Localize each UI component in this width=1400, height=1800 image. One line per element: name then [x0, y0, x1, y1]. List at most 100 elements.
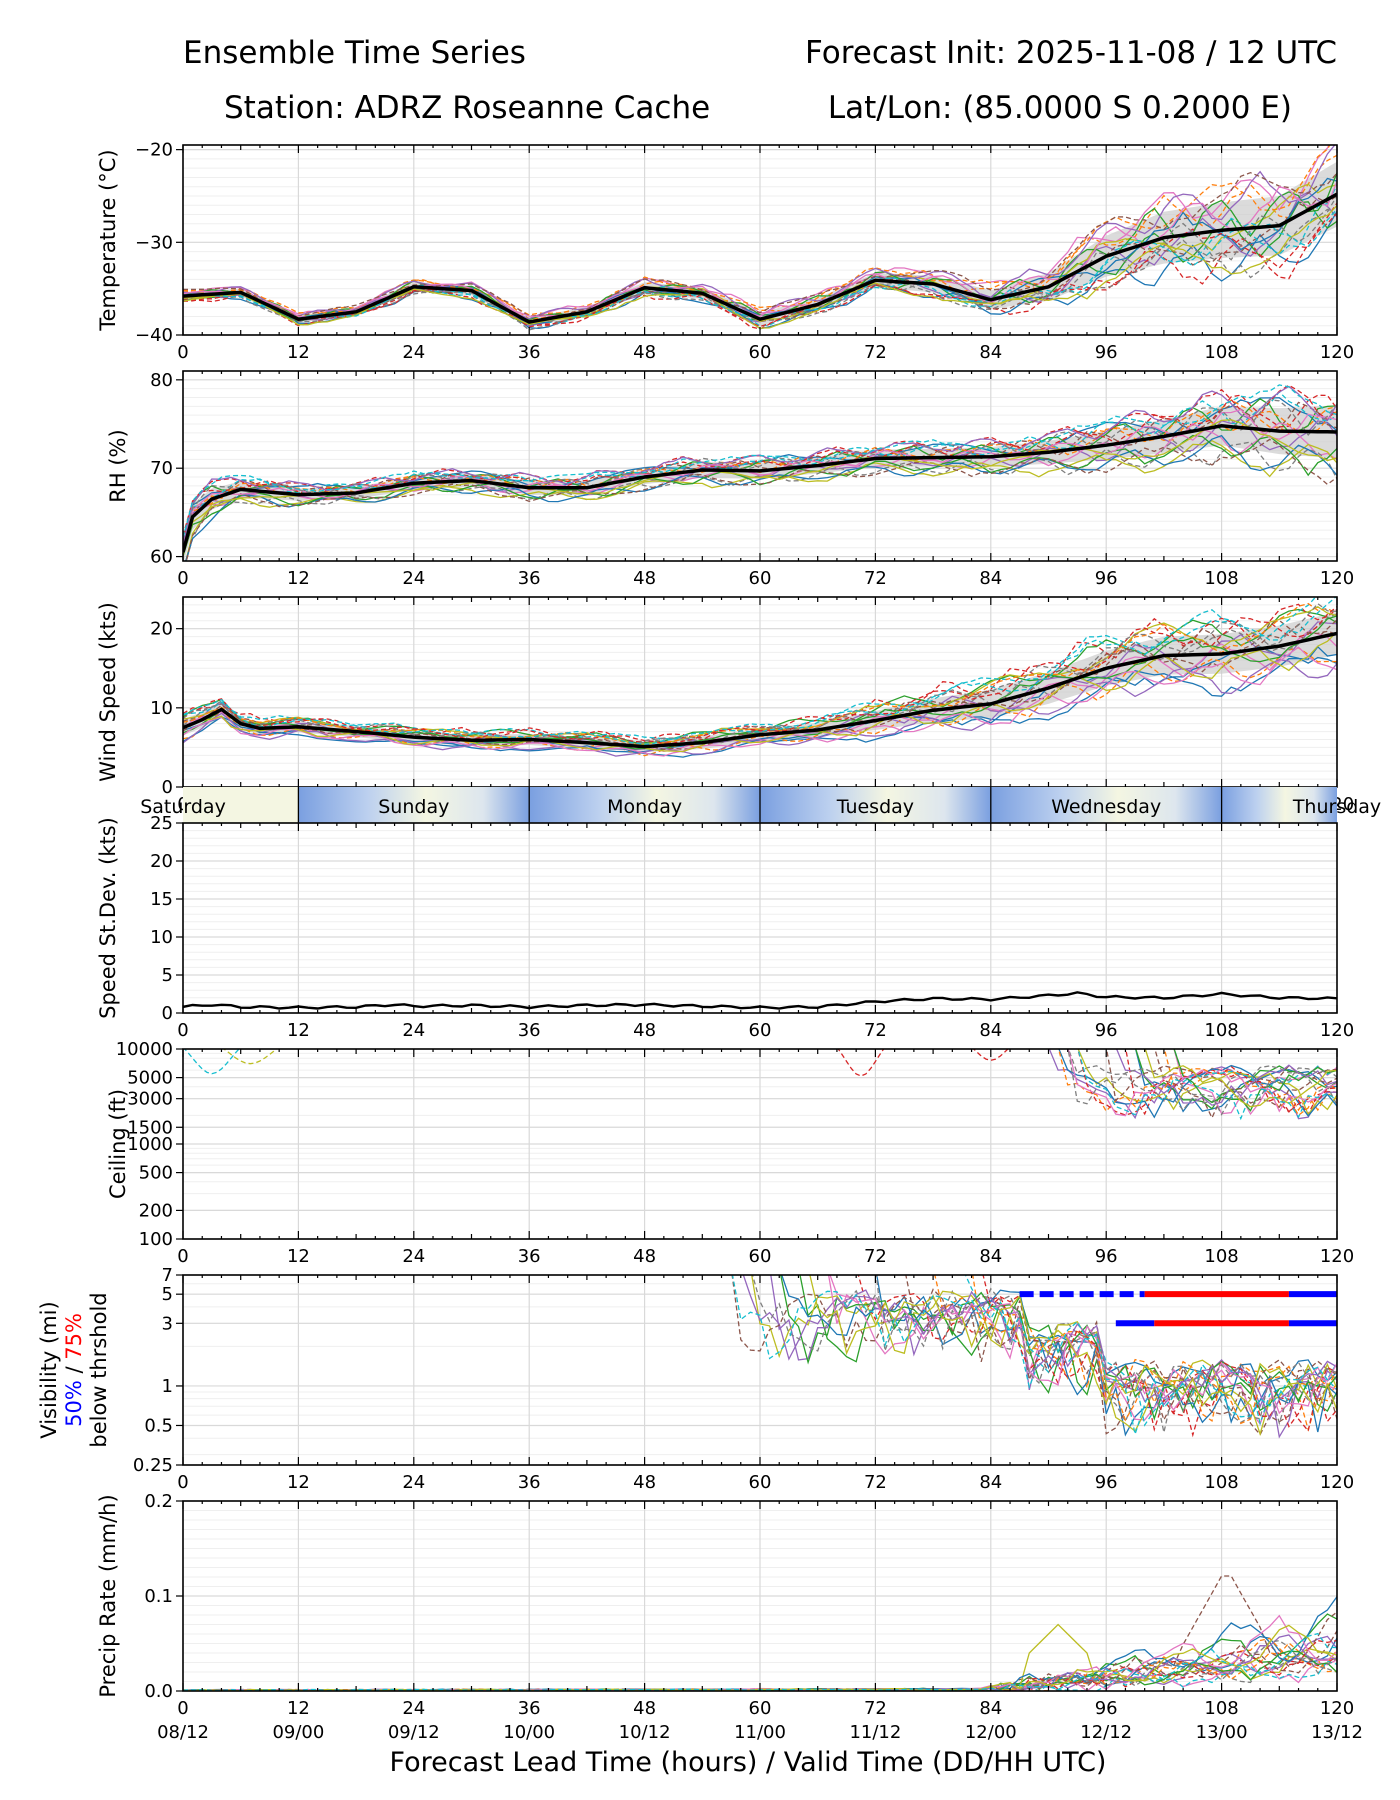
- x-tick-label: 72: [864, 1698, 887, 1719]
- x-tick-label: 60: [749, 342, 772, 363]
- y-tick-label: 7: [162, 1265, 173, 1286]
- x-ticks: [182, 823, 1338, 1013]
- valid-time-label: 08/12: [157, 1722, 209, 1743]
- band-segment: [990, 787, 1222, 823]
- y-tick-label: 200: [139, 1200, 173, 1221]
- member-line: [183, 172, 1337, 317]
- day-label: Tuesday: [836, 796, 914, 818]
- x-tick-label: 108: [1204, 342, 1238, 363]
- ensemble-mean-line: [183, 631, 1337, 749]
- y-tick-label: 0.2: [144, 1491, 173, 1512]
- x-tick-label: 0: [177, 1698, 188, 1719]
- x-tick-label: 108: [1204, 1472, 1238, 1493]
- y-tick-label: −20: [135, 140, 173, 161]
- x-tick-label: 108: [1204, 1698, 1238, 1719]
- panel-2: 0 12 24 36 48 60 72 84 96 108 120 80 70 60 RH (%): [106, 370, 1354, 589]
- member-line: [1154, 1049, 1337, 1120]
- valid-time-label: 13/00: [1196, 1722, 1248, 1743]
- x-tick-label: 72: [864, 1472, 887, 1493]
- member-line: [1048, 1049, 1337, 1120]
- member-line: [183, 390, 1337, 537]
- x-tick-label: 84: [979, 1246, 1002, 1267]
- y-axis-label: RH (%): [106, 429, 130, 502]
- y-tick-label: 0: [162, 1003, 173, 1024]
- band-segment: [529, 787, 760, 823]
- x-tick-label: 48: [633, 1246, 656, 1267]
- latlon-label: Lat/Lon: (85.0000 S 0.2000 E): [828, 90, 1292, 126]
- member-dip: [972, 1049, 1009, 1061]
- band-segment: [298, 787, 530, 823]
- station-label: Station: ADRZ Roseanne Cache: [224, 90, 710, 126]
- y-axis-label: Wind Speed (kts): [96, 602, 120, 782]
- y-axis-label: Speed St.Dev. (kts): [96, 817, 120, 1019]
- x-tick-label: 120: [1320, 1246, 1354, 1267]
- x-tick-label: 60: [749, 1020, 772, 1041]
- x-tick-label: 24: [402, 1472, 425, 1493]
- band-segment-first: [183, 787, 299, 823]
- member-line: [183, 646, 1337, 757]
- x-tick-label: 36: [518, 1472, 541, 1493]
- y-tick-label: 60: [150, 547, 173, 568]
- y-axis-label: Ceiling (ft): [106, 1089, 130, 1199]
- x-tick-label: 108: [1204, 568, 1238, 589]
- x-tick-label: 120: [1320, 568, 1354, 589]
- member-line: [183, 597, 1337, 745]
- y-tick-label: 5: [162, 965, 173, 986]
- y-tick-label: 80: [150, 370, 173, 391]
- y-tick-label: 20: [150, 619, 173, 640]
- series-group: [183, 384, 1337, 561]
- valid-time-label: 11/12: [849, 1722, 901, 1743]
- x-tick-label: 12: [287, 1472, 310, 1493]
- y-tick-label: 10: [150, 927, 173, 948]
- x-tick-label: 120: [1320, 1698, 1354, 1719]
- member-line: [1105, 1049, 1337, 1109]
- member-line: [183, 408, 1337, 550]
- vis-label-sep: /: [62, 1360, 86, 1380]
- panel-3: 0122436486072849610812020100Wind Speed (…: [96, 596, 1354, 815]
- y-tick-label: 0: [162, 777, 173, 798]
- x-tick-label: 108: [1204, 1020, 1238, 1041]
- x-tick-label: 60: [749, 1472, 772, 1493]
- x-tick-label: 24: [402, 1698, 425, 1719]
- x-tick-label: 84: [979, 1472, 1002, 1493]
- member-line: [183, 419, 1337, 556]
- x-tick-label: 0: [177, 1472, 188, 1493]
- x-ticks: [182, 1275, 1338, 1465]
- member-line: [185, 438, 1337, 561]
- member-line: [1144, 1049, 1337, 1108]
- x-tick-label: 84: [979, 1698, 1002, 1719]
- x-tick-label: 84: [979, 342, 1002, 363]
- member-line: [731, 1275, 1337, 1435]
- y-axis-label: Temperature (°C): [96, 149, 120, 331]
- x-tick-label: 120: [1320, 1472, 1354, 1493]
- member-line: [1077, 1049, 1337, 1119]
- panel-6: 0 12 24 36 48 60 72 84 96 108 120 75 3 1 0.5 0.25 Visibi…: [37, 1265, 1354, 1493]
- x-tick-label: 120: [1320, 1020, 1354, 1041]
- x-tick-label: 12: [287, 568, 310, 589]
- x-tick-label: 84: [979, 1020, 1002, 1041]
- x-tick-label: 12: [287, 1698, 310, 1719]
- ensemble-mean-line: [183, 424, 1337, 553]
- y-tick-label: 15: [150, 889, 173, 910]
- day-label: Monday: [607, 796, 682, 818]
- member-line: [183, 399, 1337, 542]
- y-tick-label: 1000: [127, 1134, 173, 1155]
- x-tick-label: 24: [402, 1020, 425, 1041]
- x-tick-label: 60: [749, 568, 772, 589]
- member-line: [183, 606, 1337, 744]
- y-tick-label: 0.0: [144, 1681, 173, 1702]
- title-right: Forecast Init: 2025-11-08 / 12 UTC: [805, 35, 1337, 71]
- valid-time-label: 09/12: [388, 1722, 440, 1743]
- valid-time-label: 10/12: [619, 1722, 671, 1743]
- member-line: [829, 1275, 1337, 1426]
- y-axis-label: Visibility (mi): [37, 1301, 61, 1438]
- x-tick-label: 96: [1095, 1698, 1118, 1719]
- series-group: [183, 1049, 1337, 1121]
- member-line: [751, 1275, 1337, 1433]
- panels: 0 12 24 36 48 60 72 84 96 108 120−20−30−40Temperat…: [37, 140, 1381, 1743]
- y-tick-label: 20: [150, 851, 173, 872]
- x-ticks: [182, 1049, 1338, 1239]
- x-ticks: [182, 597, 1338, 787]
- day-label: Wednesday: [1051, 796, 1161, 818]
